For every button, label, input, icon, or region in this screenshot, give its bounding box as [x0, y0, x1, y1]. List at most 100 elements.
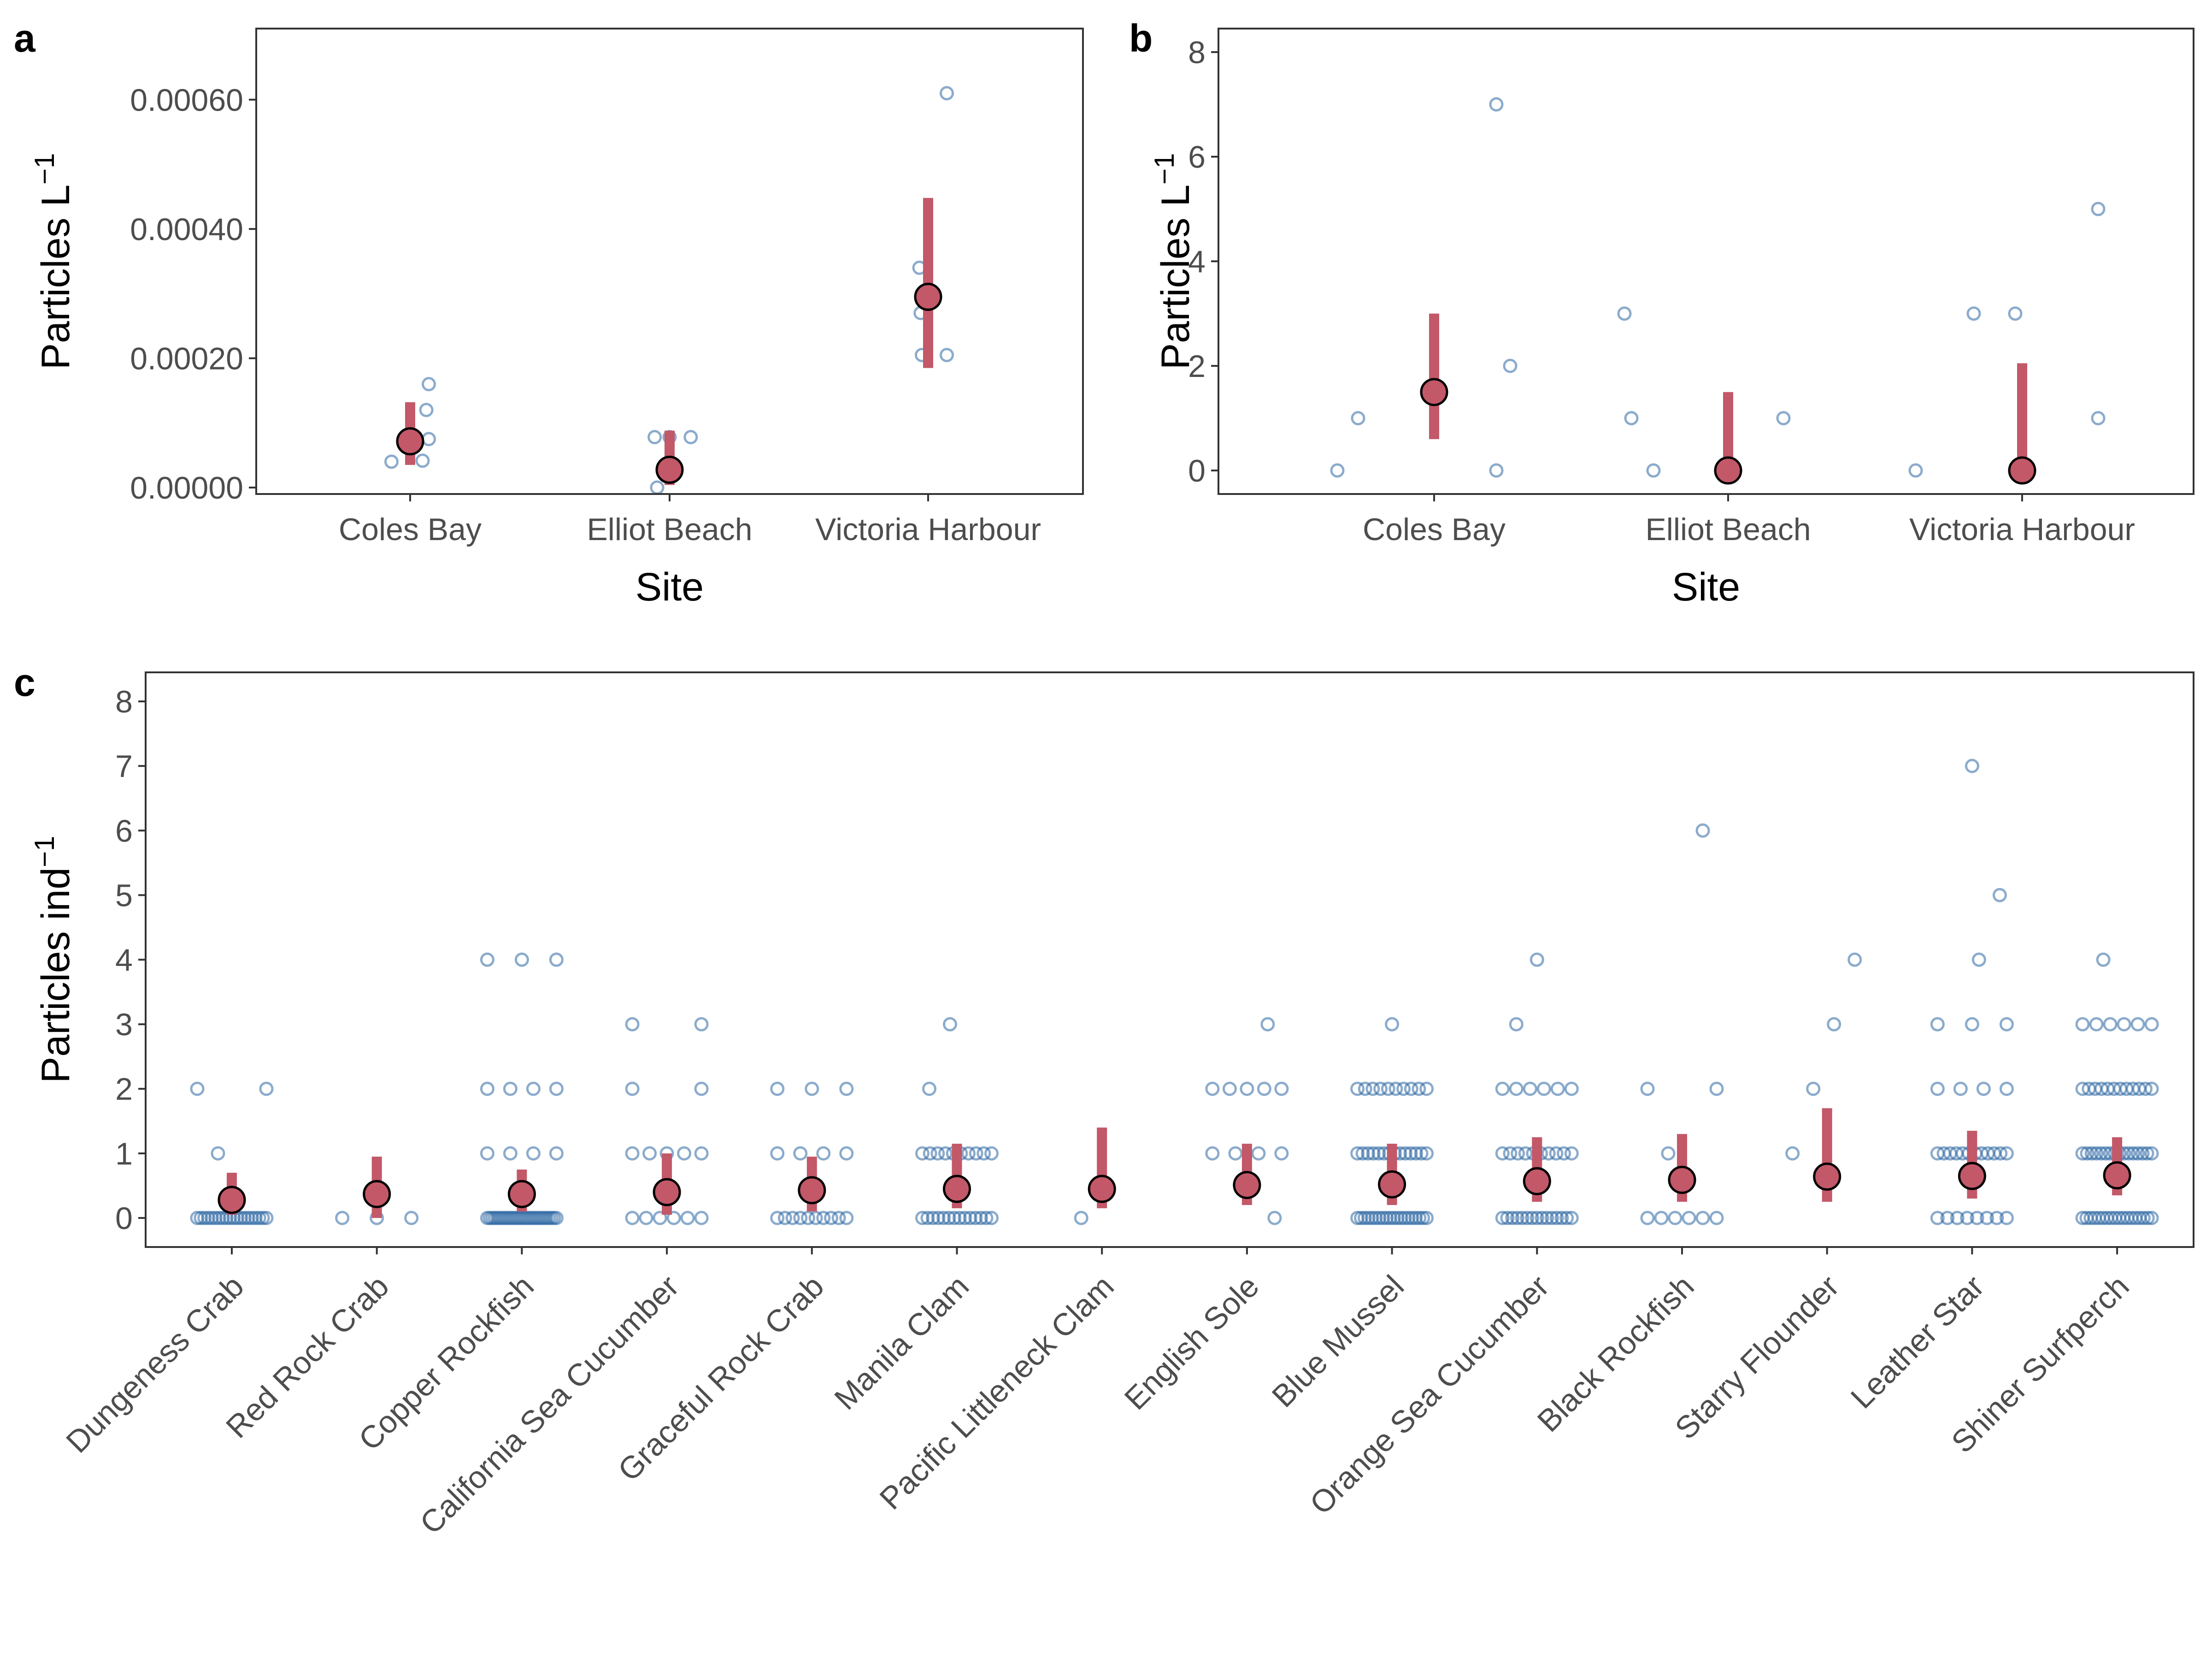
raw-point	[1251, 1146, 1266, 1161]
raw-point	[1412, 1082, 1426, 1096]
raw-point	[979, 1211, 994, 1225]
raw-point	[1544, 1211, 1559, 1225]
raw-point	[1489, 97, 1504, 112]
raw-point	[961, 1146, 976, 1161]
raw-point	[926, 1211, 941, 1225]
panel-a-y-title-sup: −1	[29, 153, 60, 184]
raw-point	[1950, 1211, 1965, 1225]
raw-point	[1617, 306, 1632, 321]
y-tick-label: 6	[1188, 140, 1206, 175]
raw-point	[2091, 202, 2106, 217]
raw-point	[2096, 953, 2111, 967]
raw-point	[2121, 1146, 2136, 1161]
raw-point	[1530, 953, 1544, 967]
raw-point	[503, 1082, 518, 1096]
panel-a: a 0.00000 0.00020 0.00040 0.00060 Coles Bay…	[14, 17, 1084, 609]
raw-point	[805, 1082, 819, 1096]
raw-point	[1205, 1146, 1220, 1161]
raw-point	[947, 1211, 962, 1225]
raw-point	[1371, 1146, 1386, 1161]
raw-point	[259, 1211, 274, 1225]
mean-point	[2103, 1161, 2131, 1189]
raw-point	[963, 1211, 977, 1225]
y-tick-label: 2	[1188, 349, 1206, 384]
mean-point	[507, 1180, 536, 1208]
raw-point	[514, 953, 529, 967]
panel-b-y-axis: 0 2 4 6 8	[1188, 35, 1218, 488]
mean-point	[1378, 1170, 1406, 1199]
raw-point	[1999, 1211, 2014, 1225]
panel-b-y-title: Particles L−1	[1149, 153, 1198, 370]
raw-point	[1661, 1146, 1676, 1161]
raw-point	[1350, 1146, 1365, 1161]
raw-point	[915, 1146, 930, 1161]
raw-point	[1549, 1146, 1564, 1161]
x-tick-label: Victoria Harbour	[815, 512, 1041, 547]
raw-point	[2130, 1017, 2145, 1032]
raw-point	[831, 1211, 846, 1225]
panel-b-means	[1420, 378, 2036, 485]
raw-point	[680, 1211, 695, 1225]
raw-point	[1827, 1017, 1841, 1032]
y-tick-label: 4	[115, 943, 133, 978]
raw-point	[1515, 1211, 1530, 1225]
raw-point	[1682, 1211, 1696, 1225]
raw-point	[422, 377, 436, 392]
raw-point	[977, 1146, 991, 1161]
raw-point	[1228, 1146, 1243, 1161]
raw-point	[526, 1146, 541, 1161]
raw-point	[2144, 1082, 2159, 1096]
raw-point	[1971, 953, 1986, 967]
panel-a-means	[396, 282, 942, 484]
raw-point	[2144, 1211, 2159, 1225]
raw-point	[1999, 1146, 2014, 1161]
x-tick-label: Victoria Harbour	[1909, 512, 2135, 547]
raw-point	[915, 1211, 930, 1225]
raw-point	[808, 1211, 823, 1225]
mean-point	[943, 1175, 971, 1203]
raw-point	[2091, 411, 2106, 425]
raw-point	[2084, 1146, 2099, 1161]
raw-point	[1205, 1082, 1220, 1096]
raw-point	[2140, 1146, 2154, 1161]
panel-c-letter: c	[14, 661, 35, 704]
raw-point	[1414, 1146, 1429, 1161]
x-tick-label: Elliot Beach	[587, 512, 752, 547]
raw-point	[931, 1211, 946, 1225]
raw-point	[1541, 1146, 1556, 1161]
raw-point	[1530, 1211, 1544, 1225]
raw-point	[1511, 1146, 1525, 1161]
raw-point	[1930, 1017, 1945, 1032]
raw-point	[2103, 1017, 2118, 1032]
raw-point	[1495, 1211, 1510, 1225]
raw-point	[1409, 1146, 1424, 1161]
raw-point	[824, 1211, 838, 1225]
raw-point	[1709, 1211, 1724, 1225]
raw-point	[1523, 1082, 1537, 1096]
raw-point	[1960, 1211, 1975, 1225]
raw-point	[984, 1146, 999, 1161]
y-tick-label: 0	[115, 1201, 133, 1236]
raw-point	[1557, 1146, 1571, 1161]
raw-point	[694, 1082, 709, 1096]
raw-point	[1564, 1211, 1579, 1225]
raw-point	[785, 1211, 800, 1225]
raw-point	[2075, 1017, 2090, 1032]
mean-point	[1668, 1165, 1696, 1194]
raw-point	[1965, 759, 1979, 773]
raw-point	[694, 1146, 709, 1161]
raw-point	[211, 1146, 225, 1161]
raw-point	[1953, 1082, 1968, 1096]
mean-point	[653, 1178, 681, 1206]
panel-b-y-title-sup: −1	[1149, 153, 1180, 184]
raw-point	[480, 953, 494, 967]
y-tick-label: 0	[1188, 453, 1206, 488]
raw-point	[1654, 1211, 1669, 1225]
raw-point	[1976, 1082, 1991, 1096]
raw-point	[2126, 1146, 2141, 1161]
raw-point	[549, 1211, 564, 1225]
raw-point	[1549, 1211, 1564, 1225]
panel-c-frame	[145, 671, 2194, 1248]
raw-point	[816, 1211, 831, 1225]
raw-point	[1509, 1082, 1524, 1096]
